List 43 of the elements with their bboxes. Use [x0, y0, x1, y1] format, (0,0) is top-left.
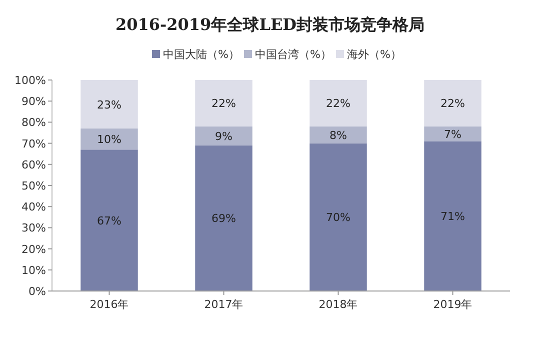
data-label: 23%	[97, 98, 122, 112]
bar	[80, 150, 138, 291]
bar	[195, 80, 252, 126]
bar	[195, 126, 252, 146]
y-tick-label: 80%	[22, 116, 46, 130]
x-tick-label: 2016年	[90, 298, 129, 311]
data-label: 10%	[97, 133, 122, 146]
y-tick-label: 20%	[22, 242, 46, 256]
data-label: 22%	[212, 97, 236, 110]
bar	[195, 145, 252, 291]
bar	[424, 141, 482, 291]
y-tick-label: 90%	[22, 95, 46, 108]
bar	[424, 126, 482, 142]
data-label: 71%	[440, 210, 465, 224]
bar	[424, 80, 482, 126]
y-tick-label: 0%	[28, 285, 46, 298]
chart-title: 2016-2019年全球LED封装市场竞争格局	[115, 15, 425, 34]
data-label: 9%	[215, 130, 232, 143]
bar	[310, 126, 367, 144]
y-tick-label: 70%	[22, 137, 46, 150]
x-tick-label: 2019年	[433, 298, 472, 311]
bar	[310, 80, 367, 126]
y-tick-label: 10%	[22, 264, 46, 277]
bar	[310, 143, 367, 291]
bar	[80, 128, 138, 150]
y-tick-label: 40%	[22, 200, 46, 214]
y-tick-label: 50%	[22, 180, 46, 192]
y-tick-label: 100%	[14, 74, 46, 87]
legend-label: 中国大陆（%）	[163, 48, 240, 61]
data-label: 70%	[326, 211, 350, 224]
data-label: 7%	[444, 128, 462, 141]
data-label: 67%	[97, 214, 122, 228]
y-tick-label: 60%	[22, 158, 46, 172]
data-label: 22%	[326, 97, 350, 110]
y-tick-label: 30%	[22, 222, 46, 235]
data-label: 8%	[330, 128, 347, 142]
data-label: 22%	[440, 97, 465, 110]
bar	[80, 80, 138, 129]
legend-label: 海外（%）	[347, 48, 402, 61]
legend-label: 中国台湾（%）	[255, 48, 332, 61]
x-tick-label: 2018年	[318, 298, 358, 311]
data-label: 69%	[212, 212, 236, 226]
x-tick-label: 2017年	[204, 298, 244, 311]
